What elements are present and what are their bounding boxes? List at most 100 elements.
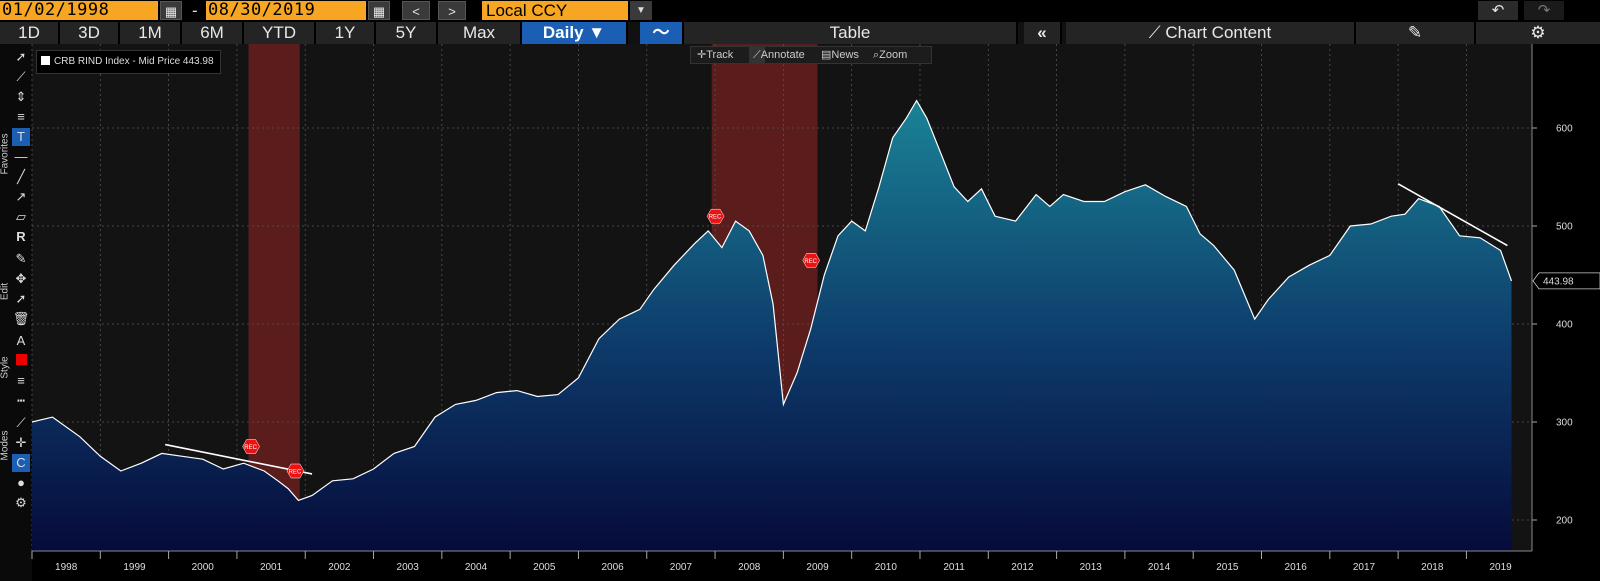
horizontal-line-icon[interactable]: — — [14, 149, 28, 164]
range-ytd[interactable]: YTD — [244, 22, 316, 44]
table-button[interactable]: Table — [684, 22, 1018, 44]
settings-small-icon[interactable]: ⚙ — [15, 495, 27, 510]
chart-type-icon[interactable]: 〜 — [640, 22, 684, 44]
next-button[interactable]: > — [438, 1, 466, 20]
range-1y[interactable]: 1Y — [316, 22, 376, 44]
chevron-down-icon[interactable]: ▼ — [630, 1, 652, 20]
x-tick-label: 1998 — [55, 562, 78, 573]
x-tick-label: 2019 — [1489, 562, 1512, 573]
range-max[interactable]: Max — [438, 22, 522, 44]
track-button[interactable]: ✛ Track — [697, 49, 734, 61]
range-5y[interactable]: 5Y — [376, 22, 438, 44]
recession-marker-label: REC — [709, 215, 722, 221]
regression-icon[interactable]: R — [16, 229, 26, 244]
pencil-icon[interactable]: ✎ — [15, 251, 27, 266]
x-tick-label: 2010 — [875, 562, 898, 573]
crosshair-icon[interactable]: ✛ — [15, 435, 27, 450]
recession-marker — [242, 439, 260, 454]
start-calendar-icon[interactable]: ▦ — [160, 1, 182, 20]
fib-icon[interactable]: ≡ — [17, 109, 25, 124]
end-date-field[interactable]: 08/30/2019 — [206, 1, 366, 20]
x-tick-label: 2014 — [1148, 562, 1171, 573]
legend-text: CRB RIND Index - Mid Price 443.98 — [54, 56, 214, 67]
x-tick-label: 2007 — [670, 562, 693, 573]
legend[interactable]: CRB RIND Index - Mid Price 443.98 — [36, 50, 221, 74]
font-icon[interactable]: A — [16, 333, 26, 348]
last-value-text: 443.98 — [1543, 276, 1574, 287]
x-axis-ticks: 1998 1999 2000 2001 2002 2003 2004 2005 2006 2007… — [31, 550, 1532, 573]
annotate-button[interactable]: ⟋ Annotate — [749, 47, 805, 63]
recession-marker — [706, 208, 725, 224]
undo-icon[interactable]: ↶ — [1478, 1, 1518, 20]
prev-button[interactable]: < — [402, 1, 430, 20]
top-toolbar: 01/02/1998 ▦ - 08/30/2019 ▦ < > Local CC… — [0, 0, 1600, 22]
x-tick-label: 2017 — [1353, 562, 1376, 573]
ray-icon[interactable]: ↗ — [15, 189, 27, 204]
x-tick-label: 2015 — [1216, 562, 1239, 573]
currency-select[interactable]: Local CCY — [482, 1, 628, 20]
x-tick-label: 2016 — [1285, 562, 1308, 573]
color-swatch-icon[interactable] — [12, 352, 30, 370]
y-tick-label: 500 — [1556, 222, 1573, 233]
recession-marker-label: REC — [804, 259, 817, 265]
move-icon[interactable]: ✥ — [15, 271, 27, 286]
x-tick-label: 2006 — [601, 562, 624, 573]
text-tool-icon[interactable]: T — [12, 128, 30, 146]
chart-content-button[interactable]: ⟋ Chart Content — [1066, 22, 1356, 44]
x-tick-label: 2018 — [1421, 562, 1444, 573]
annotate-label: Annotate — [760, 49, 805, 61]
end-calendar-icon[interactable]: ▦ — [368, 1, 390, 20]
price-line — [31, 99, 1513, 502]
edit-chart-icon[interactable]: ✎ — [1356, 22, 1476, 44]
range-1d[interactable]: 1D — [0, 22, 60, 44]
measure-icon[interactable]: ⇕ — [15, 89, 27, 104]
pointer-icon[interactable]: ➚ — [15, 49, 27, 64]
recession-marker — [286, 463, 305, 479]
x-tick-label: 2012 — [1011, 562, 1034, 573]
draw-line-icon[interactable]: ⟋ — [16, 69, 26, 84]
trendline — [1397, 183, 1508, 247]
ruler-icon[interactable]: ⟋ — [16, 415, 26, 430]
frequency-select[interactable]: Daily ▼ — [522, 22, 628, 44]
trendline-icon[interactable]: ╱ — [17, 169, 25, 184]
date-separator: - — [192, 1, 198, 20]
select-icon[interactable]: ➚ — [15, 291, 27, 306]
recession-marker — [802, 253, 820, 268]
settings-gear-icon[interactable]: ⚙ — [1476, 22, 1600, 44]
price-area — [32, 100, 1512, 551]
trash-icon[interactable]: 🗑 — [12, 311, 30, 326]
chart-content-label: Chart Content — [1165, 23, 1272, 42]
range-1m[interactable]: 1M — [120, 22, 182, 44]
y-tick-label: 200 — [1556, 516, 1573, 527]
y-tick-label: 400 — [1556, 320, 1573, 331]
x-tick-label: 2008 — [738, 562, 761, 573]
recession-marker-label: REC — [289, 470, 302, 476]
x-tick-label: 2009 — [806, 562, 829, 573]
zoom-button[interactable]: ⌕ Zoom — [873, 49, 908, 61]
x-tick-label: 1999 — [123, 562, 146, 573]
track-label: Track — [706, 49, 734, 61]
news-button[interactable]: ▤ News — [821, 49, 859, 61]
start-date-field[interactable]: 01/02/1998 — [0, 1, 158, 20]
palette-icon[interactable]: ● — [17, 475, 25, 490]
redo-icon[interactable]: ↷ — [1524, 1, 1564, 20]
mode-c-icon[interactable]: C — [12, 454, 30, 472]
x-tick-label: 2004 — [465, 562, 488, 573]
range-6m[interactable]: 6M — [182, 22, 244, 44]
line-style-icon[interactable]: ┅ — [17, 393, 25, 408]
x-axis-background — [32, 551, 1532, 581]
x-tick-label: 2001 — [260, 562, 283, 573]
collapse-icon[interactable]: « — [1024, 22, 1062, 44]
zoom-label: Zoom — [879, 49, 908, 61]
range-3d[interactable]: 3D — [60, 22, 120, 44]
channel-icon[interactable]: ▱ — [16, 209, 26, 224]
frequency-label: Daily — [542, 23, 584, 42]
trendlines[interactable] — [165, 183, 1508, 475]
line-weight-icon[interactable]: ≡ — [17, 373, 25, 388]
recession-marker-label: REC — [244, 445, 257, 451]
x-tick-label: 2013 — [1080, 562, 1103, 573]
trendline — [165, 443, 313, 475]
x-tick-label: 2005 — [533, 562, 556, 573]
y-axis-ticks: 200 300 400 500 600 — [1531, 44, 1573, 551]
